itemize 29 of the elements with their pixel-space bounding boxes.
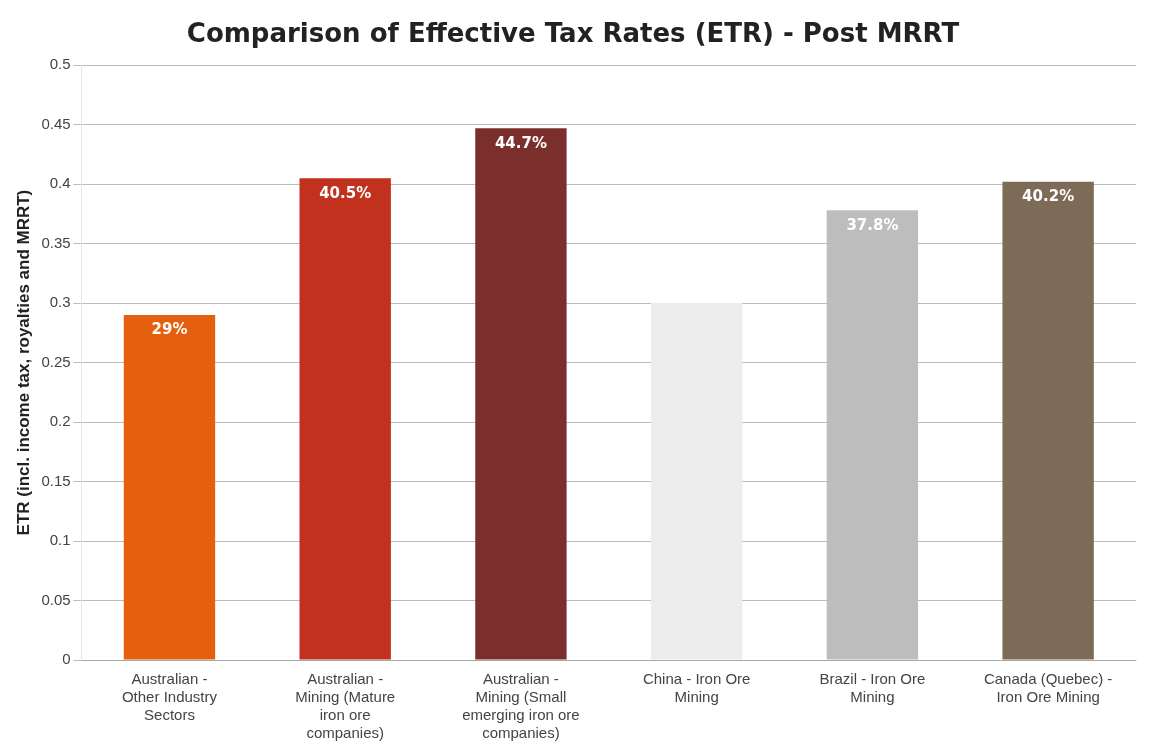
x-tick-label: China - Iron Ore Mining — [642, 670, 751, 706]
x-tick-label: Canada (Quebec) - Iron Ore Mining — [983, 670, 1113, 706]
data-label: 29% — [151, 320, 188, 339]
data-label: 40.2% — [1022, 187, 1075, 206]
x-tick-label: Australian - Mining (Small emerging iron ore companies) — [462, 670, 580, 742]
data-label: 37.8% — [846, 215, 899, 234]
y-tick-label: 0.5 — [49, 55, 71, 73]
bar — [299, 178, 391, 660]
chart-title: Comparison of Effective Tax Rates (ETR) - Post MRRT — [186, 18, 960, 49]
y-tick-label: 0.15 — [41, 471, 71, 489]
y-tick-label: 0.4 — [49, 174, 71, 192]
bar — [123, 315, 216, 660]
y-tick-label: 0.35 — [41, 233, 71, 251]
bar — [1002, 181, 1094, 660]
y-tick-label: 0.1 — [49, 531, 71, 549]
y-axis-title: ETR (incl. income tax, royalties and MRRT) — [13, 189, 33, 536]
data-label: 44.7% — [494, 133, 547, 152]
x-tick-label: Australian - Other Industry Sectors — [121, 670, 218, 724]
y-tick-label: 0.45 — [41, 114, 71, 132]
y-tick-label: 0.05 — [41, 590, 71, 608]
bar — [650, 303, 743, 660]
y-tick-label: 0.25 — [41, 352, 71, 370]
bar — [475, 128, 567, 660]
y-tick-label: 0.3 — [49, 293, 71, 311]
x-tick-label: Australian - Mining (Mature iron ore companies) — [295, 670, 396, 742]
data-label: 40.5% — [319, 183, 372, 202]
y-tick-label: 0.2 — [49, 412, 71, 430]
y-tick-label: 0 — [62, 650, 71, 668]
x-tick-label: Brazil - Iron Ore Mining — [819, 670, 926, 706]
